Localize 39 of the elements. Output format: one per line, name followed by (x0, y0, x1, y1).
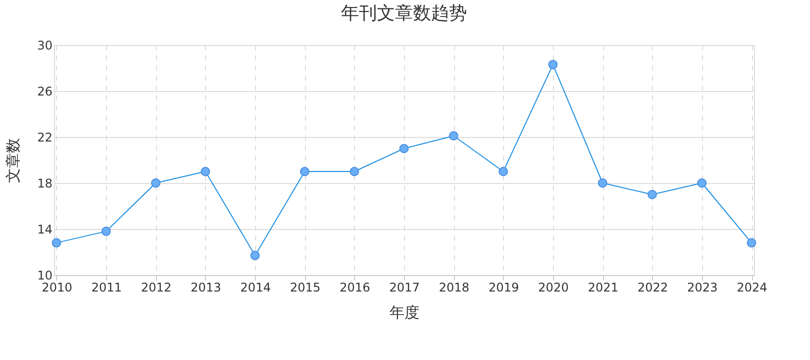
y-tick-label: 22 (37, 130, 52, 144)
point (250, 250, 260, 260)
point (350, 166, 360, 176)
point (151, 178, 160, 188)
x-tick-label: 2015 (290, 280, 320, 294)
y-axis-title: 文章数 (4, 138, 22, 183)
point (200, 166, 210, 176)
x-axis-title: 年度 (390, 304, 420, 322)
y-tick-label: 26 (37, 84, 52, 98)
x-tick-label: 2020 (538, 280, 569, 294)
x-tick-label: 2018 (438, 280, 470, 294)
x-tick-label: 2022 (637, 280, 668, 294)
point (498, 166, 508, 176)
x-tick-label: 2017 (389, 280, 420, 294)
point (52, 238, 62, 248)
x-tick-label: 2016 (340, 280, 370, 294)
x-tick-label: 2021 (588, 280, 618, 294)
y-tick-label: 14 (37, 222, 52, 236)
point (448, 131, 458, 141)
point (598, 178, 608, 188)
point (300, 166, 310, 176)
point (548, 60, 558, 70)
y-tick-label: 30 (37, 38, 52, 52)
point (648, 190, 657, 200)
y-tick-label: 18 (37, 176, 52, 190)
y-tick-label: 10 (37, 268, 52, 282)
x-tick-label: 2013 (190, 280, 222, 294)
x-tick-label: 2024 (736, 280, 768, 294)
x-tick-label: 2010 (42, 280, 72, 294)
x-tick-label: 2012 (141, 280, 172, 294)
point (101, 226, 111, 236)
x-tick-label: 2011 (91, 280, 122, 294)
x-tick-label: 2014 (240, 280, 271, 294)
point (399, 144, 409, 154)
chart-title: 年刊文章数趋势 (341, 3, 467, 24)
x-tick-label: 2019 (488, 280, 520, 294)
point (697, 178, 707, 188)
x-tick-label: 2023 (687, 280, 718, 294)
point (746, 238, 756, 248)
